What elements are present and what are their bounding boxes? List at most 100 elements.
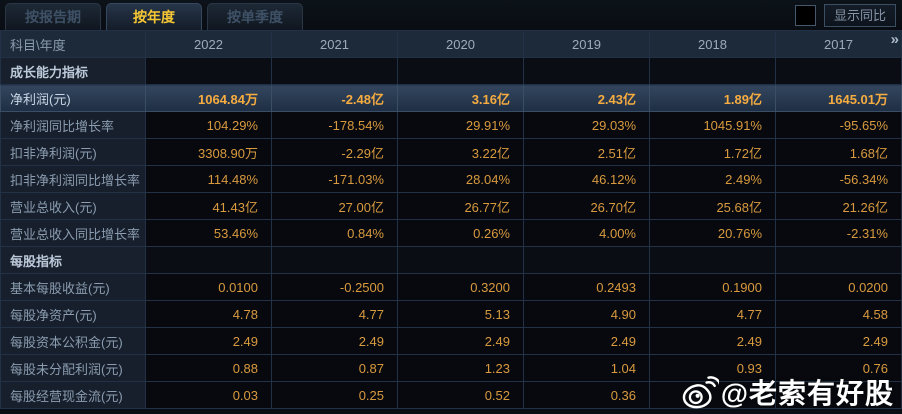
cell-value: 21.26亿 xyxy=(775,192,902,220)
table-row[interactable]: 每股净资产(元) 4.78 4.77 5.13 4.90 4.77 4.58 xyxy=(0,300,902,328)
cell-value: -0.2500 xyxy=(271,273,398,301)
section-row[interactable]: 每股指标 xyxy=(0,246,902,274)
cell-value: 0.36 xyxy=(523,381,650,409)
cell-value xyxy=(775,381,902,409)
table-body: 成长能力指标 净利润(元) 1064.84万 -2.48亿 3.16亿 2.43亿 1.89… xyxy=(0,57,902,409)
row-label: 成长能力指标 xyxy=(0,57,146,85)
cell-value: 29.03% xyxy=(523,111,650,139)
cell-value: 0.0200 xyxy=(775,273,902,301)
cell-value: 46.12% xyxy=(523,165,650,193)
table-row[interactable]: 营业总收入同比增长率 53.46% 0.84% 0.26% 4.00% 20.76% -2.… xyxy=(0,219,902,247)
row-label: 每股指标 xyxy=(0,246,146,274)
cell-value: 4.77 xyxy=(649,300,776,328)
cell-value xyxy=(523,57,650,85)
table-row[interactable]: 每股未分配利润(元) 0.88 0.87 1.23 1.04 0.93 0.76 xyxy=(0,354,902,382)
cell-value xyxy=(649,381,776,409)
cell-value xyxy=(271,246,398,274)
cell-value: -56.34% xyxy=(775,165,902,193)
more-years-icon[interactable]: » xyxy=(890,31,899,49)
row-label: 扣非净利润同比增长率 xyxy=(0,165,146,193)
tab-按年度[interactable]: 按年度 xyxy=(106,3,202,30)
cell-value: -178.54% xyxy=(271,111,398,139)
row-label: 每股资本公积金(元) xyxy=(0,327,146,355)
row-label: 扣非净利润(元) xyxy=(0,138,146,166)
show-yoy-checkbox[interactable] xyxy=(794,5,816,26)
cell-value: 26.70亿 xyxy=(523,192,650,220)
row-label: 每股净资产(元) xyxy=(0,300,146,328)
cell-value: 2.49 xyxy=(145,327,272,355)
tab-按报告期[interactable]: 按报告期 xyxy=(5,3,101,30)
cell-value: 25.68亿 xyxy=(649,192,776,220)
cell-value: 5.13 xyxy=(397,300,524,328)
cell-value: 41.43亿 xyxy=(145,192,272,220)
cell-value: 0.1900 xyxy=(649,273,776,301)
table-row[interactable]: 净利润同比增长率 104.29% -178.54% 29.91% 29.03% 1045.… xyxy=(0,111,902,139)
cell-value: 114.48% xyxy=(145,165,272,193)
year-header-2020: 2020 xyxy=(397,30,524,58)
cell-value: 26.77亿 xyxy=(397,192,524,220)
cell-value: 28.04% xyxy=(397,165,524,193)
cell-value: 1.72亿 xyxy=(649,138,776,166)
cell-value: 29.91% xyxy=(397,111,524,139)
row-label: 每股经营现金流(元) xyxy=(0,381,146,409)
cell-value: 0.52 xyxy=(397,381,524,409)
cell-value: 1.23 xyxy=(397,354,524,382)
year-header-2022: 2022 xyxy=(145,30,272,58)
cell-value: 104.29% xyxy=(145,111,272,139)
table-row[interactable]: 基本每股收益(元) 0.0100 -0.2500 0.3200 0.2493 0.1900… xyxy=(0,273,902,301)
cell-value: 2.49 xyxy=(523,327,650,355)
tab-bar: 按报告期 按年度 按单季度 显示同比 xyxy=(0,0,902,30)
cell-value: -95.65% xyxy=(775,111,902,139)
table-header-row: 科目\年度 2022 2021 2020 2019 2018 2017» xyxy=(0,30,902,58)
cell-value: 3.22亿 xyxy=(397,138,524,166)
cell-value xyxy=(397,57,524,85)
cell-value: 1045.91% xyxy=(649,111,776,139)
table-row[interactable]: 每股经营现金流(元) 0.03 0.25 0.52 0.36 xyxy=(0,381,902,409)
cell-value: 4.00% xyxy=(523,219,650,247)
show-yoy-button[interactable]: 显示同比 xyxy=(823,4,896,27)
cell-value: 53.46% xyxy=(145,219,272,247)
year-header-2018: 2018 xyxy=(649,30,776,58)
cell-value: 27.00亿 xyxy=(271,192,398,220)
cell-value: 0.84% xyxy=(271,219,398,247)
cell-value: 0.03 xyxy=(145,381,272,409)
row-label: 营业总收入(元) xyxy=(0,192,146,220)
cell-value: 2.49 xyxy=(649,327,776,355)
cell-value xyxy=(397,246,524,274)
year-header-2019: 2019 xyxy=(523,30,650,58)
table-row[interactable]: 每股资本公积金(元) 2.49 2.49 2.49 2.49 2.49 2.49 xyxy=(0,327,902,355)
cell-value: 2.49 xyxy=(397,327,524,355)
tab-按单季度[interactable]: 按单季度 xyxy=(207,3,303,30)
financial-table: 科目\年度 2022 2021 2020 2019 2018 2017» 成长能力指标 净利… xyxy=(0,30,902,409)
cell-value: 0.93 xyxy=(649,354,776,382)
cell-value: 1.68亿 xyxy=(775,138,902,166)
table-row[interactable]: 扣非净利润同比增长率 114.48% -171.03% 28.04% 46.12% 2.4… xyxy=(0,165,902,193)
table-row[interactable]: 净利润(元) 1064.84万 -2.48亿 3.16亿 2.43亿 1.89亿 1645.… xyxy=(0,84,902,112)
row-label: 每股未分配利润(元) xyxy=(0,354,146,382)
year-header-2021: 2021 xyxy=(271,30,398,58)
cell-value: 2.49 xyxy=(775,327,902,355)
cell-value xyxy=(649,57,776,85)
year-header-2017: 2017» xyxy=(775,30,902,58)
cell-value: 2.49% xyxy=(649,165,776,193)
cell-value: 0.2493 xyxy=(523,273,650,301)
cell-value: 4.78 xyxy=(145,300,272,328)
cell-value: -171.03% xyxy=(271,165,398,193)
row-label: 营业总收入同比增长率 xyxy=(0,219,146,247)
cell-value: 0.76 xyxy=(775,354,902,382)
cell-value: 0.26% xyxy=(397,219,524,247)
section-row[interactable]: 成长能力指标 xyxy=(0,57,902,85)
cell-value xyxy=(649,246,776,274)
row-label: 净利润(元) xyxy=(0,84,146,112)
cell-value xyxy=(775,246,902,274)
cell-value: 1.89亿 xyxy=(649,84,776,112)
cell-value: 4.77 xyxy=(271,300,398,328)
row-label: 基本每股收益(元) xyxy=(0,273,146,301)
cell-value: 1064.84万 xyxy=(145,84,272,112)
table-row[interactable]: 扣非净利润(元) 3308.90万 -2.29亿 3.22亿 2.51亿 1.72亿 1.6… xyxy=(0,138,902,166)
cell-value: 1645.01万 xyxy=(775,84,902,112)
corner-header: 科目\年度 xyxy=(0,30,146,58)
cell-value: 20.76% xyxy=(649,219,776,247)
table-row[interactable]: 营业总收入(元) 41.43亿 27.00亿 26.77亿 26.70亿 25.68亿 21… xyxy=(0,192,902,220)
